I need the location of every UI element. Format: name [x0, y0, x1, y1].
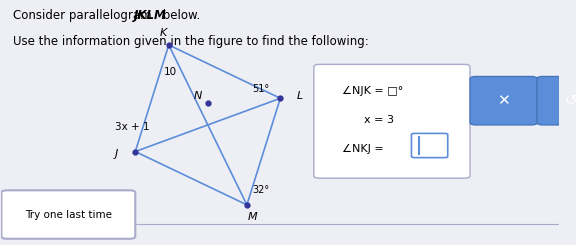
FancyBboxPatch shape — [314, 64, 470, 178]
Text: M: M — [248, 212, 257, 222]
Text: below.: below. — [159, 9, 200, 22]
Text: ✕: ✕ — [497, 93, 510, 108]
FancyBboxPatch shape — [537, 76, 576, 125]
FancyBboxPatch shape — [470, 76, 537, 125]
Text: L: L — [297, 91, 304, 101]
Text: N: N — [194, 91, 202, 101]
Text: 3x + 1: 3x + 1 — [115, 122, 149, 132]
Text: Consider parallelogram: Consider parallelogram — [13, 9, 155, 22]
Text: Use the information given in the figure to find the following:: Use the information given in the figure … — [13, 35, 368, 48]
Text: Try one last time: Try one last time — [25, 209, 112, 220]
Text: 32°: 32° — [252, 185, 270, 195]
Text: ∠NKJ =: ∠NKJ = — [342, 144, 387, 154]
Text: J: J — [115, 149, 119, 159]
Text: ↺: ↺ — [564, 93, 576, 108]
Text: x = 3: x = 3 — [364, 115, 394, 125]
FancyBboxPatch shape — [1, 190, 135, 239]
Text: ∠NJK = □°: ∠NJK = □° — [342, 86, 403, 96]
Text: 10: 10 — [164, 67, 177, 77]
FancyBboxPatch shape — [411, 133, 448, 158]
Text: K: K — [160, 28, 167, 38]
Text: JKLM: JKLM — [134, 9, 167, 22]
Text: 51°: 51° — [252, 84, 270, 94]
